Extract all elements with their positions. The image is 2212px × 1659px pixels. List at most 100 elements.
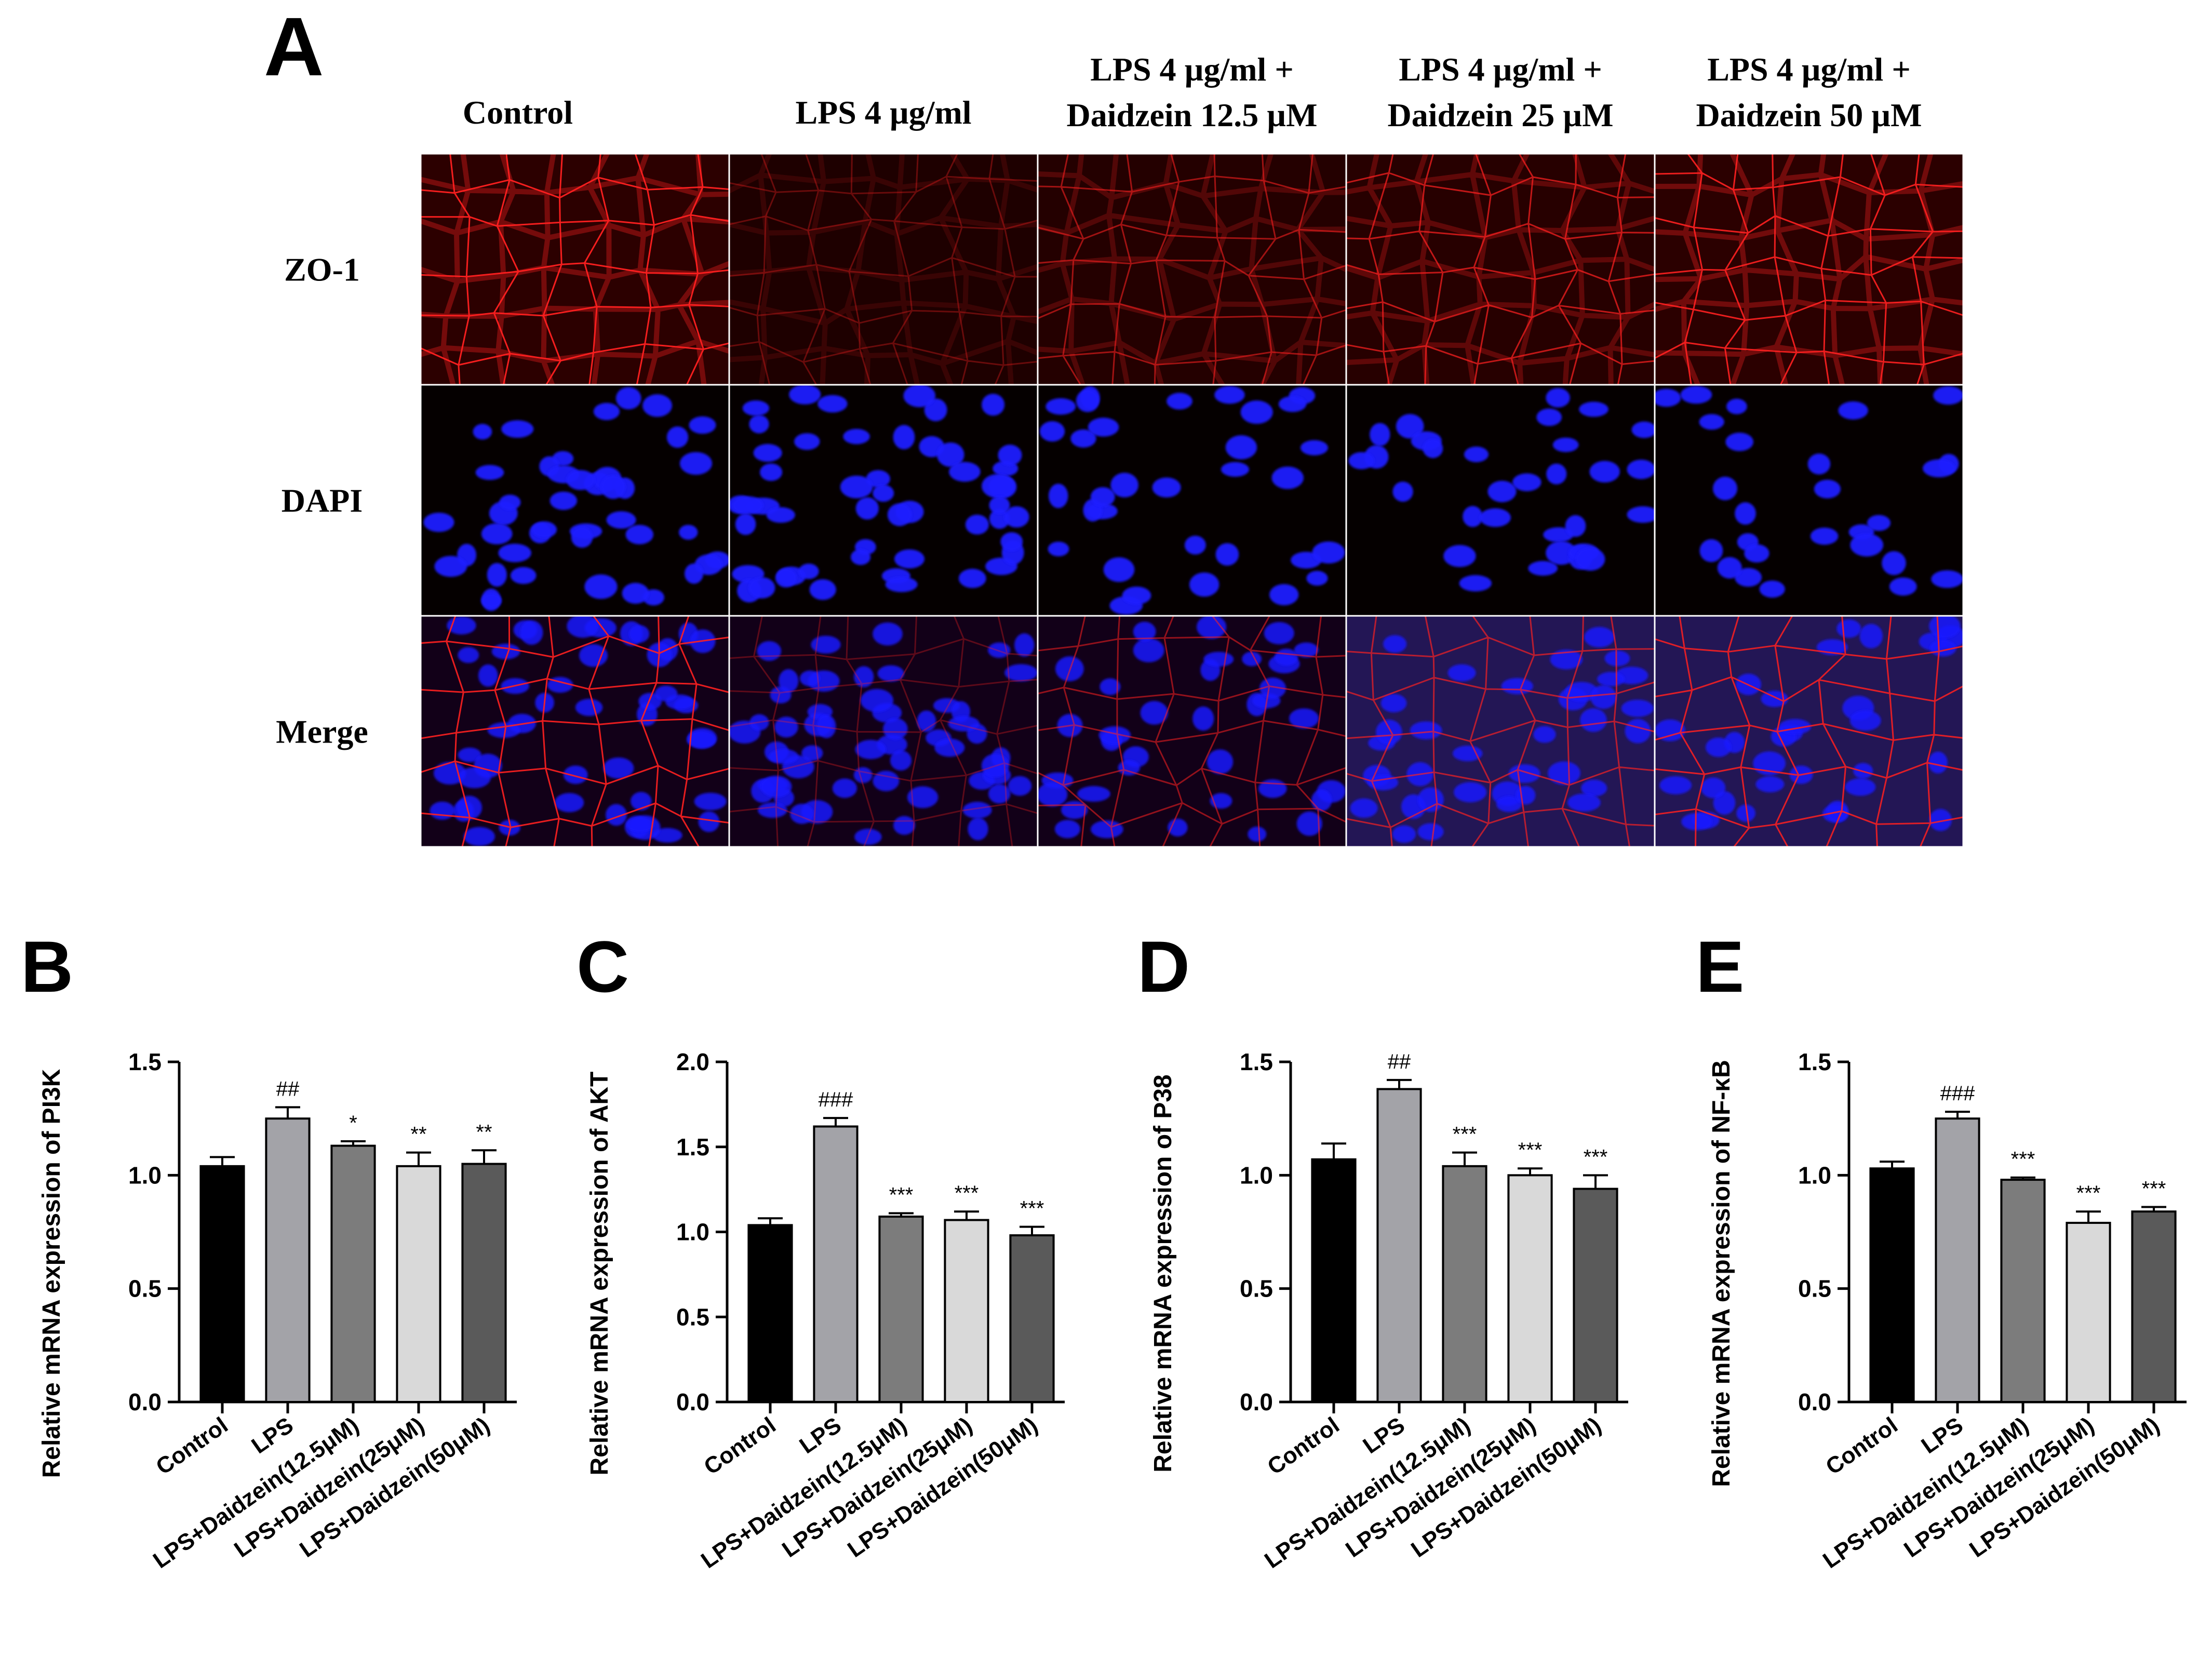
- bar-2: [330, 1144, 376, 1403]
- column-header-3-line-0: LPS 4 µg/ml +: [1399, 51, 1602, 88]
- y-tick-label: 0.5: [1798, 1275, 1831, 1302]
- bar-1: [265, 1117, 311, 1404]
- y-tick-label: 1.5: [1240, 1048, 1273, 1075]
- bar-0: [1311, 1158, 1357, 1403]
- category-label-0: Control: [1263, 1412, 1344, 1480]
- panel-letter: D: [1137, 926, 1190, 1007]
- y-tick-label: 1.0: [1240, 1162, 1273, 1189]
- significance-marker-2: ***: [2011, 1148, 2035, 1171]
- micrograph-zo1-1: [728, 153, 1039, 386]
- category-label-1: LPS: [1359, 1412, 1410, 1459]
- bar-1: [1935, 1117, 1980, 1404]
- chart-panel-e: E 0.0 0.5 1.0 1.5 Relative mRNA expression of…: [1696, 926, 2187, 1573]
- chart-panel-b: B 0.0 0.5 1.0 1.5 Relative mRNA expression of…: [21, 926, 517, 1573]
- y-tick-label: 0.0: [1240, 1388, 1273, 1415]
- y-tick-label: 1.5: [1798, 1048, 1831, 1075]
- micrograph-zo1-3: [1345, 153, 1656, 386]
- y-tick-label: 0.5: [1240, 1275, 1273, 1302]
- significance-marker-4: **: [476, 1121, 492, 1143]
- y-tick-label: 1.0: [676, 1219, 709, 1246]
- significance-marker-1: ###: [819, 1088, 853, 1111]
- significance-marker-3: ***: [1518, 1139, 1543, 1162]
- micrograph-zo1-2: [1037, 153, 1347, 386]
- micrograph-dapi-4: [1654, 384, 1964, 617]
- significance-marker-2: *: [349, 1112, 357, 1135]
- micrograph-grid: [420, 153, 1964, 848]
- significance-marker-3: ***: [2076, 1182, 2101, 1205]
- y-axis-label: Relative mRNA expression of AKT: [586, 1072, 613, 1476]
- y-tick-label: 1.0: [1798, 1162, 1831, 1189]
- panel-letter: B: [21, 926, 73, 1007]
- bar-0: [1869, 1167, 1915, 1404]
- significance-marker-1: ###: [1940, 1082, 1975, 1105]
- significance-marker-3: **: [410, 1123, 426, 1146]
- y-axis-label: Relative mRNA expression of P38: [1149, 1074, 1177, 1473]
- bar-3: [1507, 1174, 1553, 1403]
- panel-a: A Control LPS 4 µg/ml LPS 4 µg/ml + Daidzei…: [264, 0, 1964, 848]
- significance-marker-4: ***: [2142, 1177, 2166, 1200]
- chart-panel-c: C 0.0 0.5 1.0 1.5 2.0 Relative mRNA expression…: [577, 926, 1065, 1573]
- row-label-zo1: ZO-1: [284, 251, 360, 288]
- bar-charts: B 0.0 0.5 1.0 1.5 Relative mRNA expression of…: [21, 926, 2187, 1573]
- category-label-1: LPS: [1917, 1412, 1968, 1459]
- y-axis-label: Relative mRNA expression of NF-κB: [1708, 1060, 1735, 1487]
- category-label-0: Control: [1821, 1412, 1902, 1480]
- y-tick-label: 1.5: [128, 1048, 162, 1075]
- bar-4: [1009, 1234, 1055, 1404]
- micrograph-dapi-1: [728, 384, 1039, 617]
- category-label-0: Control: [152, 1412, 233, 1480]
- category-label-1: LPS: [247, 1412, 298, 1459]
- micrograph-dapi-0: [420, 384, 730, 617]
- bar-0: [199, 1165, 245, 1404]
- y-tick-label: 2.0: [676, 1048, 709, 1075]
- micrograph-zo1-4: [1654, 153, 1964, 386]
- row-labels: ZO-1 DAPI Merge: [276, 251, 368, 750]
- column-header-1-line-0: LPS 4 µg/ml: [795, 94, 971, 131]
- significance-marker-3: ***: [955, 1182, 979, 1205]
- significance-marker-1: ##: [1388, 1050, 1411, 1073]
- bar-4: [2131, 1210, 2177, 1403]
- y-axis-label: Relative mRNA expression of PI3K: [38, 1069, 65, 1478]
- bar-2: [1442, 1165, 1487, 1404]
- y-tick-label: 0.5: [128, 1275, 162, 1302]
- panel-letter: C: [577, 926, 629, 1007]
- significance-marker-4: ***: [1584, 1145, 1608, 1168]
- micrograph-merge-3: [1345, 615, 1656, 848]
- category-label-0: Control: [700, 1412, 781, 1480]
- y-tick-label: 1.0: [128, 1162, 162, 1189]
- panel-a-letter: A: [264, 0, 324, 93]
- bar-2: [2000, 1179, 2046, 1403]
- significance-marker-1: ##: [276, 1077, 300, 1100]
- bar-4: [1573, 1188, 1618, 1404]
- column-headers: Control LPS 4 µg/ml LPS 4 µg/ml + Daidzein …: [463, 51, 1922, 133]
- bar-0: [747, 1224, 793, 1403]
- significance-marker-4: ***: [1020, 1197, 1044, 1220]
- y-tick-label: 0.0: [676, 1388, 709, 1415]
- bar-4: [461, 1163, 507, 1403]
- row-label-merge: Merge: [276, 713, 368, 750]
- y-tick-label: 0.5: [676, 1303, 709, 1330]
- significance-marker-2: ***: [1453, 1123, 1477, 1146]
- column-header-2-line-0: LPS 4 µg/ml +: [1090, 51, 1294, 88]
- column-header-3-line-1: Daidzein 25 µM: [1387, 97, 1613, 133]
- column-header-0-line-0: Control: [463, 94, 573, 131]
- y-tick-label: 0.0: [1798, 1388, 1831, 1415]
- micrograph-merge-4: [1654, 615, 1964, 848]
- micrograph-merge-0: [420, 615, 730, 848]
- column-header-4-line-0: LPS 4 µg/ml +: [1707, 51, 1911, 88]
- bar-1: [813, 1125, 859, 1403]
- bar-3: [2066, 1222, 2111, 1404]
- bar-3: [396, 1165, 441, 1404]
- panel-letter: E: [1696, 926, 1744, 1007]
- column-header-2-line-1: Daidzein 12.5 µM: [1066, 97, 1317, 133]
- micrograph-dapi-2: [1037, 384, 1347, 617]
- chart-panel-d: D 0.0 0.5 1.0 1.5 Relative mRNA expression of…: [1137, 926, 1628, 1573]
- bar-1: [1376, 1088, 1422, 1403]
- micrograph-zo1-0: [420, 153, 730, 386]
- significance-marker-2: ***: [889, 1183, 914, 1206]
- micrograph-dapi-3: [1345, 384, 1656, 617]
- category-label-1: LPS: [795, 1412, 846, 1459]
- bar-2: [878, 1216, 924, 1403]
